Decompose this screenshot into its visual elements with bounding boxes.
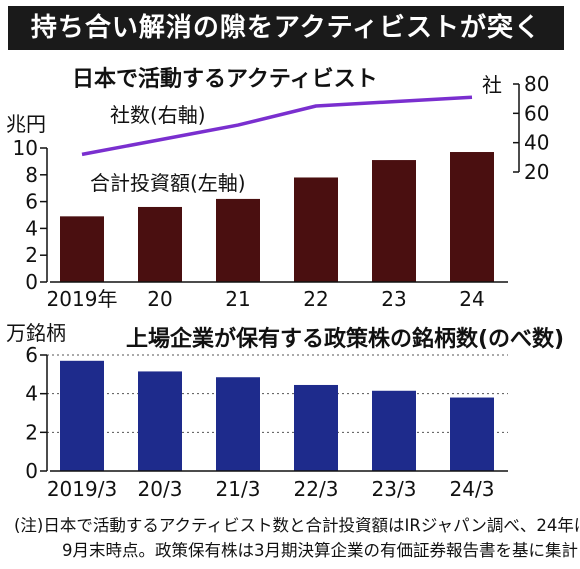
chart-1-ytick: 6 xyxy=(25,190,38,214)
chart-2-xtick: 24/3 xyxy=(450,477,495,501)
chart-1-bar xyxy=(294,177,338,282)
chart-1-bar xyxy=(216,198,260,282)
chart-1-xtick: 23 xyxy=(381,287,406,311)
footnote-line-1: (注)日本で活動するアクティビスト数と合計投資額はIRジャパン調べ、24年は xyxy=(14,516,580,535)
chart-1-bar xyxy=(372,160,416,282)
chart-1-xtick: 22 xyxy=(303,287,328,311)
chart-1-xtick: 2019年 xyxy=(47,287,118,311)
chart-1-xtick: 24 xyxy=(459,287,484,311)
chart-1-xtick: 20 xyxy=(147,287,172,311)
chart-1-y2tick: 40 xyxy=(524,131,549,155)
chart-1-bar xyxy=(60,216,104,282)
chart-2-ytick: 4 xyxy=(25,382,38,406)
chart-2-ytick: 0 xyxy=(25,459,38,483)
chart-2-xtick: 2019/3 xyxy=(47,477,117,501)
chart-2-xtick: 20/3 xyxy=(138,477,183,501)
chart-1-y2tick: 80 xyxy=(524,72,549,96)
chart-2-bar xyxy=(138,371,182,471)
chart-2-ytick: 6 xyxy=(25,343,38,367)
footnote-line-2: 9月末時点。政策保有株は3月期決算企業の有価証券報告書を基に集計 xyxy=(62,541,578,560)
headline: 持ち合い解消の隙をアクティビストが突く xyxy=(30,13,542,43)
chart-1-ytick: 8 xyxy=(25,163,38,187)
chart-1-bar xyxy=(450,152,494,282)
chart-1-bar-label: 合計投資額(左軸) xyxy=(90,171,246,195)
chart-2-bar xyxy=(450,397,494,471)
chart-1-right-unit: 社 xyxy=(482,73,502,97)
chart-2-bar xyxy=(372,390,416,471)
chart-1-ytick: 4 xyxy=(25,216,38,240)
chart-2-title: 上場企業が保有する政策株の銘柄数(のべ数) xyxy=(126,326,564,352)
chart-2-bar xyxy=(216,377,260,471)
chart-1-xtick: 21 xyxy=(225,287,250,311)
chart-1-line-label: 社数(右軸) xyxy=(110,103,206,127)
chart-1-bar xyxy=(138,206,182,282)
chart-1-title: 日本で活動するアクティビスト xyxy=(72,67,378,92)
chart-1-ytick: 10 xyxy=(13,136,38,160)
footnote: (注)日本で活動するアクティビスト数と合計投資額はIRジャパン調べ、24年は 9… xyxy=(14,513,580,563)
chart-2-ytick: 2 xyxy=(25,420,38,444)
chart-1-line-companies xyxy=(81,95,473,157)
chart-1-y2tick: 60 xyxy=(524,101,549,125)
chart-2-bar xyxy=(60,360,104,471)
chart-1-ytick: 2 xyxy=(25,243,38,267)
chart-1-left-unit: 兆円 xyxy=(6,112,46,136)
chart-2-bar xyxy=(294,384,338,471)
chart-1-ytick: 0 xyxy=(25,270,38,294)
chart-2-xtick: 23/3 xyxy=(372,477,417,501)
chart-2-xtick: 22/3 xyxy=(294,477,339,501)
chart-1-y2tick: 20 xyxy=(524,160,549,184)
header-banner: 持ち合い解消の隙をアクティビストが突く xyxy=(8,6,564,50)
chart-2-xtick: 21/3 xyxy=(216,477,261,501)
chart-2-unit: 万銘柄 xyxy=(6,321,66,345)
